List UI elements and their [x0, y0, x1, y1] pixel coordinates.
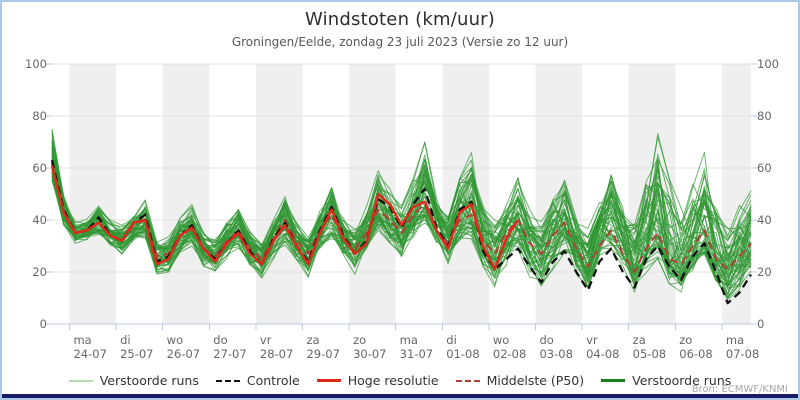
source-credit: Bron: ECMWF/KNMI	[691, 384, 788, 395]
chart-subtitle: Groningen/Eelde, zondag 23 juli 2023 (Ve…	[231, 35, 569, 49]
ensemble-member-line	[51, 152, 752, 293]
y-tick-label-left: 40	[32, 213, 47, 227]
series-line-middelste-p50-	[51, 162, 752, 273]
x-tick-label-day: vr	[260, 333, 272, 347]
legend-label: Hoge resolutie	[347, 373, 439, 388]
chart-title: Windstoten (km/uur)	[304, 9, 496, 30]
x-tick-label-date: 29-07	[306, 347, 339, 361]
legend-label: Controle	[246, 373, 300, 388]
x-tick-label-date: 24-07	[73, 347, 106, 361]
x-tick-label-date: 05-08	[633, 347, 666, 361]
legend-item-hoge-resolutie: Hoge resolutie	[316, 373, 439, 388]
y-tick-label-left: 100	[25, 57, 47, 71]
legend-swatch-red-solid	[316, 379, 341, 382]
legend-swatch-black-dashed	[215, 379, 240, 382]
x-tick-label-day: ma	[73, 333, 91, 347]
y-tick-label-right: 100	[757, 57, 779, 71]
legend-label: Middelste (P50)	[486, 373, 585, 388]
x-tick-label-date: 03-08	[539, 347, 572, 361]
x-tick-label-date: 01-08	[446, 347, 479, 361]
series-line-hoge-resolutie	[50, 165, 520, 271]
bottom-accent-bar	[2, 394, 798, 398]
x-tick-label-day: do	[539, 333, 553, 347]
ensemble-member-line	[51, 158, 752, 287]
x-tick-label-date: 27-07	[213, 347, 246, 361]
legend-swatch-pale-green-line	[68, 379, 93, 382]
y-tick-label-left: 60	[32, 161, 47, 175]
x-tick-label-day: ma	[726, 333, 744, 347]
x-tick-label-date: 25-07	[120, 347, 153, 361]
day-band-26-07	[162, 64, 210, 324]
legend-label: Verstoorde runs	[99, 373, 199, 388]
x-tick-label-day: za	[633, 333, 646, 347]
legend-item-verstoorde-runs: Verstoorde runs	[601, 373, 731, 388]
x-tick-label-date: 04-08	[586, 347, 619, 361]
legend-swatch-dark-red-dashed	[455, 379, 480, 382]
x-tick-label-date: 30-07	[353, 347, 386, 361]
y-tick-label-left: 80	[32, 109, 47, 123]
y-tick-label-right: 80	[757, 109, 772, 123]
x-tick-label-date: 28-07	[260, 347, 293, 361]
ensemble-member-line	[51, 136, 752, 279]
x-tick-label-date: 02-08	[493, 347, 526, 361]
chart-legend: Verstoorde runs Controle Hoge resolutie Mid…	[2, 373, 798, 388]
day-band-28-07	[255, 64, 303, 324]
x-tick-label-day: di	[446, 333, 457, 347]
legend-item-middelste-p50-: Middelste (P50)	[455, 373, 585, 388]
legend-item-verstoorde-runs: Verstoorde runs	[68, 373, 199, 388]
x-tick-label-day: zo	[679, 333, 692, 347]
y-tick-label-right: 20	[757, 265, 772, 279]
y-tick-label-left: 20	[32, 265, 47, 279]
y-tick-label-left: 0	[40, 317, 47, 331]
x-tick-label-day: vr	[586, 333, 598, 347]
x-tick-label-day: wo	[493, 333, 509, 347]
y-tick-label-right: 40	[757, 213, 772, 227]
x-tick-label-date: 07-08	[726, 347, 759, 361]
x-tick-label-day: ma	[400, 333, 418, 347]
x-tick-label-day: do	[213, 333, 227, 347]
day-band-24-07	[69, 64, 117, 324]
legend-label: Verstoorde runs	[632, 373, 732, 388]
legend-swatch-dark-green-line	[601, 379, 626, 382]
x-tick-label-day: di	[120, 333, 131, 347]
legend-item-controle: Controle	[215, 373, 300, 388]
x-tick-label-date: 31-07	[400, 347, 433, 361]
y-tick-label-right: 60	[757, 161, 772, 175]
ensemble-member-line	[51, 133, 752, 284]
x-tick-label-date: 06-08	[679, 347, 712, 361]
x-tick-label-date: 26-07	[167, 347, 200, 361]
x-tick-label-day: zo	[353, 333, 366, 347]
x-tick-label-day: wo	[167, 333, 183, 347]
y-tick-label-right: 0	[757, 317, 764, 331]
x-tick-label-day: za	[306, 333, 319, 347]
